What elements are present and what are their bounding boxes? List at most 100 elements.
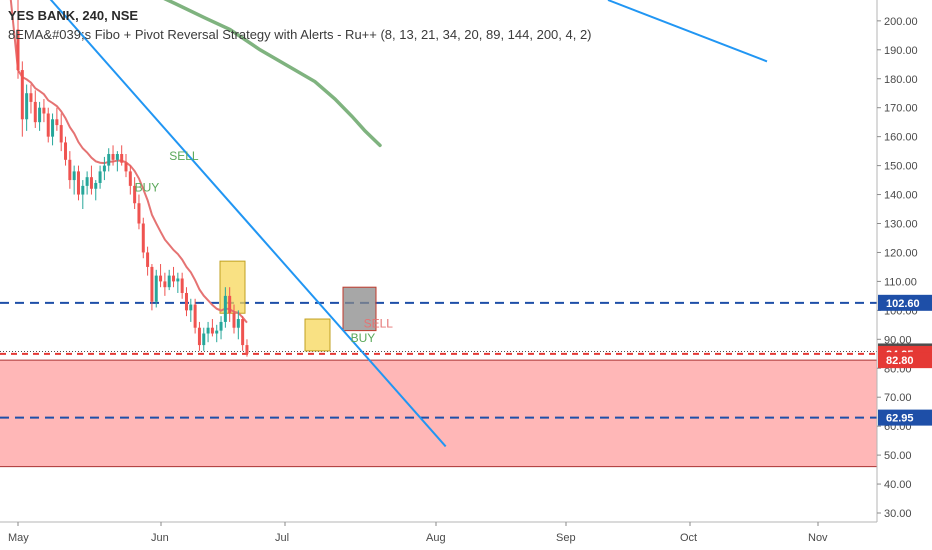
candle-body (232, 313, 236, 328)
candle-body (146, 252, 150, 267)
candle-body (107, 154, 111, 166)
price-badge-label: 82.80 (886, 355, 914, 367)
candle-body (215, 330, 219, 334)
y-tick-label: 130.00 (884, 219, 918, 231)
signal-label-sell: SELL (364, 317, 394, 331)
resistance-zone (0, 360, 877, 467)
candle-body (98, 171, 102, 183)
candle-body (202, 333, 206, 346)
candle-body (81, 185, 85, 195)
signal-label-buy: BUY (135, 181, 160, 195)
candle-body (46, 113, 50, 137)
candle-body (154, 275, 158, 302)
candle-body (51, 119, 55, 137)
candle-body (141, 223, 145, 253)
candle-body (236, 319, 240, 328)
y-tick-label: 90.00 (884, 334, 912, 346)
y-tick-label: 170.00 (884, 103, 918, 115)
candle-body (133, 185, 137, 204)
candle-body (115, 154, 119, 160)
x-tick-label: Nov (808, 532, 828, 544)
x-tick-label: May (8, 532, 29, 544)
study-title[interactable]: 8EMA&#039;s Fibo + Pivot Reversal Strate… (8, 27, 592, 42)
candle-body (245, 345, 249, 354)
candle-body (184, 292, 188, 311)
price-badge-label: 102.60 (886, 298, 920, 310)
y-tick-label: 40.00 (884, 479, 912, 491)
candle-body (68, 159, 72, 181)
highlight-box-2 (304, 318, 331, 352)
candle-body (128, 171, 132, 186)
candle-body (33, 101, 37, 123)
candle-body (85, 177, 89, 186)
candle-body (241, 319, 245, 346)
x-tick-label: Jul (275, 532, 289, 544)
y-tick-label: 120.00 (884, 247, 918, 259)
x-tick-label: Aug (426, 532, 446, 544)
candle-body (180, 278, 184, 293)
candle-body (89, 177, 93, 189)
candle-body (76, 171, 80, 195)
candle-body (159, 275, 163, 282)
symbol-title[interactable]: YES BANK, 240, NSE (8, 8, 139, 23)
price-badge-4[interactable] (878, 409, 932, 426)
x-tick-label: Oct (680, 532, 697, 544)
candle-body (72, 171, 76, 181)
candle-body (120, 154, 124, 163)
candle-body (25, 93, 29, 120)
trendline-down (49, 0, 447, 448)
highlight-box-1 (219, 260, 246, 314)
candle-body (150, 266, 154, 302)
y-tick-label: 200.00 (884, 16, 918, 28)
candle-body (167, 275, 171, 288)
price-badge-label: 62.95 (886, 413, 914, 425)
candle-body (102, 165, 106, 172)
y-tick-label: 160.00 (884, 132, 918, 144)
candle-body (20, 70, 24, 120)
y-tick-label: 50.00 (884, 450, 912, 462)
price-badge-0[interactable] (878, 294, 932, 311)
x-tick-label: Sep (556, 532, 576, 544)
candle-body (206, 327, 210, 334)
y-tick-label: 30.00 (884, 508, 912, 520)
candle-body (16, 29, 20, 71)
candle-body (172, 275, 176, 282)
ema-slow-line (163, 0, 382, 148)
candle-body (197, 327, 201, 346)
candle-body (210, 327, 214, 334)
candle-body (42, 107, 46, 114)
y-tick-label: 150.00 (884, 161, 918, 173)
x-tick-label: Jun (151, 532, 169, 544)
candle-body (59, 125, 63, 143)
y-tick-label: 140.00 (884, 190, 918, 202)
candle-body (64, 142, 68, 160)
y-tick-label: 110.00 (884, 276, 917, 288)
candle-body (38, 107, 42, 123)
price-badge-3[interactable] (878, 352, 932, 369)
highlight-box-3 (342, 286, 377, 332)
signal-label-buy: BUY (351, 331, 376, 345)
candle-body (137, 203, 141, 224)
candle-body (29, 93, 33, 102)
candle-body (189, 304, 193, 311)
candle-body (228, 295, 232, 314)
signal-label-sell: SELL (169, 149, 199, 163)
candle-body (223, 295, 227, 322)
candle-body (94, 182, 98, 189)
trendline-upper (607, 0, 768, 63)
candle-body (111, 154, 115, 160)
y-tick-label: 190.00 (884, 45, 918, 57)
candle-body (124, 162, 128, 172)
candle-body (55, 119, 59, 126)
chart-legend: YES BANK, 240, NSE 8EMA&#039;s Fibo + Pi… (8, 6, 592, 44)
candle-body (176, 278, 180, 282)
candle-body (193, 304, 197, 328)
candle-body (163, 281, 167, 288)
y-tick-label: 70.00 (884, 392, 912, 404)
y-tick-label: 180.00 (884, 74, 918, 86)
candle-body (219, 321, 223, 331)
